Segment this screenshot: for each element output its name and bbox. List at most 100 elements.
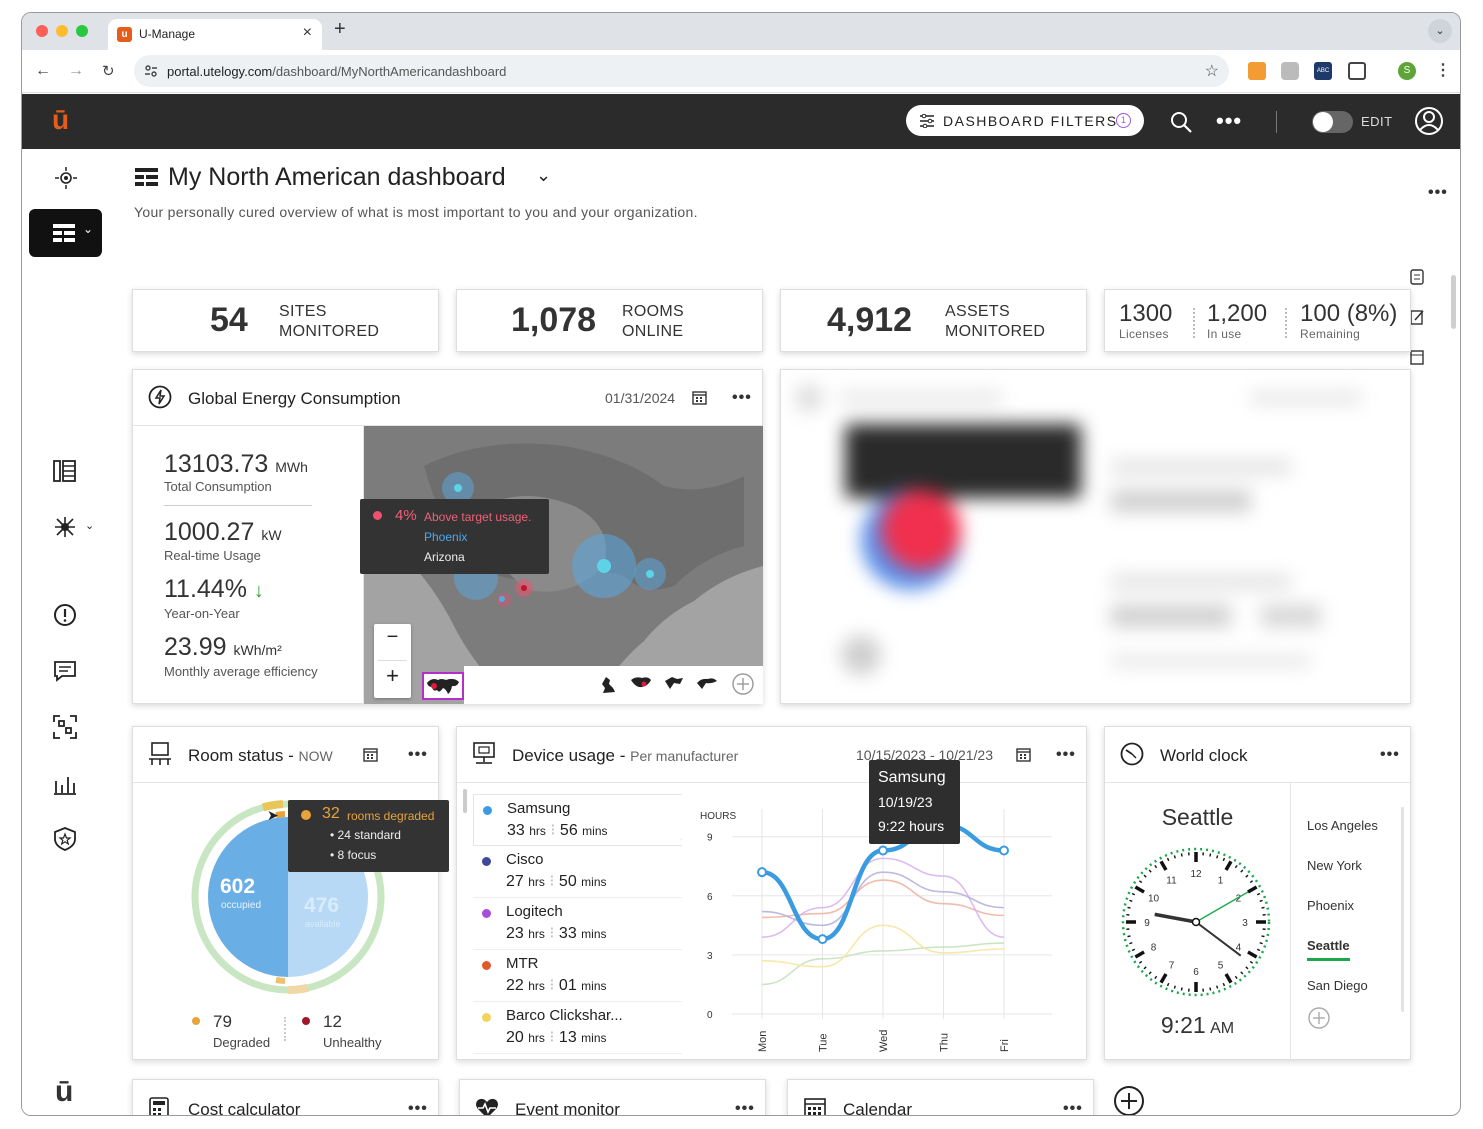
add-widget-icon[interactable] [1113,1085,1145,1116]
device-list-item[interactable]: Barco Clickshar... 20 hrs ⁝ 13 mins [473,1002,682,1054]
zoom-in-button[interactable]: + [386,663,399,688]
device-usage-header: Device usage - Per manufacturer 10/15/20… [457,727,1086,783]
alert-icon[interactable] [53,603,77,627]
device-name: Cisco [506,851,544,868]
extension-chart-icon[interactable] [1248,62,1266,80]
sidebar: ⌄ ⌄ ū [22,149,108,1115]
tab-favicon: u [117,27,132,42]
extension-abc-icon[interactable]: ABC [1314,62,1332,80]
energy-calendar-icon[interactable] [692,390,707,405]
series-line [761,871,1005,927]
clock-center [1191,917,1201,927]
calendar-more-icon[interactable]: ••• [1063,1100,1083,1116]
chart-tooltip-name: Samsung [878,769,946,786]
device-duration: 27 hrs ⁝ 50 mins [506,873,607,890]
device-list-item[interactable]: Logitech 23 hrs ⁝ 33 mins [473,898,682,950]
rack-icon[interactable] [53,459,77,483]
clock-tick [1131,948,1136,952]
clock-tick [1224,973,1233,984]
filters-label: DASHBOARD FILTERS [943,113,1118,129]
stat-label: SITES MONITORED [279,303,380,340]
page-more-icon[interactable]: ••• [1428,184,1448,201]
extensions-puzzle-icon[interactable] [1348,62,1366,80]
energy-more-icon[interactable]: ••• [732,389,752,406]
tab-search-button[interactable]: ⌄ [1428,19,1452,43]
tab-close-icon[interactable]: × [302,24,312,41]
profile-avatar[interactable]: S [1398,62,1416,80]
zoom-out-button[interactable]: − [386,626,399,648]
extension-camera-icon[interactable] [1281,62,1299,80]
topology-icon[interactable] [53,515,77,539]
site-settings-icon[interactable] [144,64,158,78]
device-list-item[interactable]: Samsung 33 hrs ⁝ 56 mins [473,794,682,846]
new-tab-button[interactable]: + [334,18,346,40]
bookmark-star-icon[interactable]: ☆ [1204,63,1219,80]
network-icon[interactable] [55,167,79,191]
city-item[interactable]: New York [1307,858,1362,873]
map-tooltip: 4% Above target usage. Phoenix Arizona [360,499,549,574]
utelogy-logo[interactable]: ū [52,104,70,135]
uk-region-icon[interactable] [600,676,616,694]
analytics-icon[interactable] [53,771,77,795]
room-status-title: Room status - NOW [188,746,333,765]
clock-hour-label: 10 [1148,894,1160,905]
topology-chevron-icon[interactable]: ⌄ [85,520,95,532]
user-account-icon[interactable] [1414,106,1444,136]
device-list-item[interactable]: Cisco 27 hrs ⁝ 50 mins [473,846,682,898]
stat-value: 1,078 [511,301,597,339]
stat-label: ROOMS ONLINE [622,303,684,340]
security-shield-icon[interactable] [53,827,77,851]
messages-icon[interactable] [53,659,77,683]
city-item[interactable]: San Diego [1307,978,1368,993]
cost-more-icon[interactable]: ••• [408,1100,428,1116]
device-color-dot [482,1013,491,1022]
more-options-icon[interactable]: ••• [1216,108,1243,133]
forward-icon[interactable]: → [68,62,84,79]
clock-tick [1222,982,1226,987]
utelogy-footer-logo[interactable]: ū [55,1075,74,1108]
add-region-icon[interactable] [731,672,755,696]
browser-menu-icon[interactable]: ⋮ [1435,62,1451,79]
clock-more-icon[interactable]: ••• [1380,746,1400,763]
clock-tick [1216,855,1219,859]
device-list-item[interactable]: MTR 22 hrs ⁝ 01 mins [473,950,682,1002]
browser-tab[interactable]: u U-Manage × [108,19,322,50]
address-bar[interactable]: portal.utelogy.com/dashboard/MyNorthAmer… [134,55,1229,87]
dashboard-filters-button[interactable]: DASHBOARD FILTERS 1 [906,105,1144,136]
city-item[interactable]: Seattle [1307,938,1350,961]
device-duration: 23 hrs ⁝ 33 mins [506,925,607,942]
legend-divider [284,1017,286,1041]
device-calendar-icon[interactable] [1016,747,1031,762]
city-item[interactable]: Los Angeles [1307,818,1378,833]
room-more-icon[interactable]: ••• [408,746,428,763]
maximize-window-button[interactable] [76,25,88,37]
device-list-scrollbar[interactable] [463,789,467,813]
back-icon[interactable]: ← [35,62,51,79]
edit-pencil-icon[interactable] [1410,309,1424,325]
page-view-icon[interactable] [1410,269,1424,285]
calendar-side-icon[interactable] [1410,349,1424,365]
license-total-label: Licenses [1119,327,1169,341]
edit-toggle[interactable] [1312,111,1353,133]
page-scrollbar[interactable] [1451,275,1456,329]
close-window-button[interactable] [36,25,48,37]
reload-icon[interactable]: ↻ [102,63,115,80]
europe-region-icon[interactable] [664,676,684,690]
title-dropdown-chevron-icon[interactable]: ⌄ [536,165,552,185]
event-more-icon[interactable]: ••• [735,1100,755,1116]
room-calendar-icon[interactable] [363,747,378,762]
minimize-window-button[interactable] [56,25,68,37]
world-region-button[interactable] [422,672,464,700]
search-icon[interactable] [1169,110,1193,134]
city-list-scrollbar[interactable] [1401,807,1404,1012]
clock-tick [1148,869,1152,873]
device-more-icon[interactable]: ••• [1056,746,1076,763]
city-item[interactable]: Phoenix [1307,898,1354,913]
tooltip-dot [373,511,382,520]
asia-region-icon[interactable] [696,676,718,690]
stat-value: 54 [210,301,248,339]
add-city-icon[interactable] [1307,1006,1331,1030]
scan-icon[interactable] [53,715,77,739]
na-region-icon[interactable] [630,676,652,690]
dashboard-nav-button[interactable]: ⌄ [29,209,102,257]
